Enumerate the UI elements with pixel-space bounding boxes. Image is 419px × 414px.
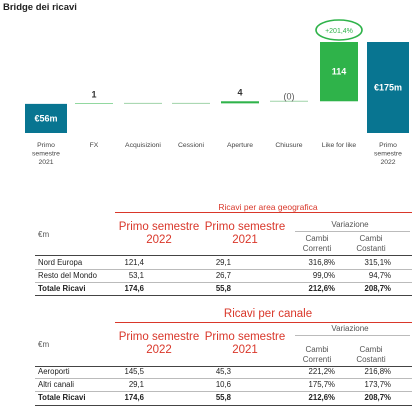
row-divider [35, 269, 412, 270]
cell-v3: 316,8% [308, 258, 335, 267]
category-label: 2022 [380, 159, 395, 166]
cell-v2: 29,1 [215, 258, 231, 267]
table-geo-sub1: Cambi Correnti [302, 234, 332, 253]
category-label: Acquisizioni [125, 142, 161, 149]
table-row-total: Totale Ricavi 174,6 55,8 212,6% 208,7% [0, 393, 419, 404]
category-label: Aperture [227, 142, 253, 149]
table-geo-bottom-line [35, 295, 412, 296]
bar-aperture [221, 101, 259, 104]
table-row: Altri canali 29,1 10,6 175,7% 173,7% [0, 380, 419, 391]
data-label: €56m [34, 113, 57, 123]
table-geo-col2-header: Primo semestre 2021 [204, 221, 286, 246]
cell-v4: 216,8% [364, 367, 391, 376]
row-label: Nord Europa [38, 258, 83, 267]
bar-like-for-like [320, 42, 358, 102]
table-geo-sub2: Cambi Costanti [356, 234, 386, 253]
category-label: FX [90, 142, 99, 149]
cell-v4: 208,7% [364, 393, 391, 402]
bar-fx [75, 103, 113, 104]
table-channel-unit: €m [38, 340, 50, 349]
cell-v1: 174,6 [124, 284, 144, 293]
table-geo-header-line [35, 255, 412, 256]
data-label: €175m [374, 83, 402, 93]
cell-v4: 208,7% [364, 284, 391, 293]
growth-annotation-oval [315, 19, 363, 41]
row-divider [35, 391, 412, 392]
cell-v2: 55,8 [215, 393, 231, 402]
cell-v1: 145,5 [124, 367, 144, 376]
table-geo-variazione: Variazione [331, 220, 369, 229]
chart-title: Bridge dei ricavi [3, 2, 77, 13]
cell-v2: 26,7 [215, 271, 231, 280]
cell-v3: 212,6% [308, 393, 335, 402]
table-channel-variazione: Variazione [331, 324, 369, 333]
row-divider [35, 282, 412, 283]
row-label: Totale Ricavi [38, 284, 86, 293]
category-label: semestre [32, 151, 60, 158]
category-label: Cessioni [178, 142, 205, 149]
table-channel-header-line [35, 366, 412, 367]
table-geo-title: Ricavi per area geografica [218, 202, 318, 212]
cell-v3: 221,2% [308, 367, 335, 376]
bar-primo-semestre-2021 [25, 103, 67, 133]
table-channel-col2-header: Primo semestre 2021 [204, 331, 286, 356]
table-row: Resto del Mondo 53,1 26,7 99,0% 94,7% [0, 271, 419, 282]
row-label: Totale Ricavi [38, 393, 86, 402]
cell-v4: 173,7% [364, 380, 391, 389]
table-geo-title-line [115, 212, 412, 213]
row-label: Aeroporti [38, 367, 70, 376]
cell-v1: 53,1 [128, 271, 144, 280]
table-channel-sub1: Cambi Correnti [302, 345, 332, 364]
table-channel-col1-header: Primo semestre 2022 [118, 331, 200, 356]
category-label: Primo [379, 142, 397, 149]
cell-v1: 121,4 [124, 258, 144, 267]
growth-annotation: +201,4% [325, 28, 353, 35]
table-row: Nord Europa 121,4 29,1 316,8% 315,1% [0, 258, 419, 269]
table-row: Aeroporti 145,5 45,3 221,2% 216,8% [0, 367, 419, 378]
category-label: semestre [374, 151, 402, 158]
row-divider [35, 378, 412, 379]
category-label: Chiusure [275, 142, 302, 149]
category-label: 2021 [38, 159, 53, 166]
row-label: Altri canali [38, 380, 74, 389]
data-label: 4 [237, 87, 242, 97]
row-label: Resto del Mondo [38, 271, 97, 280]
table-channel-title: Ricavi per canale [223, 308, 313, 320]
table-channel-variazione-line [295, 335, 410, 336]
cell-v3: 212,6% [308, 284, 335, 293]
cell-v2: 10,6 [215, 380, 231, 389]
category-label: Like for like [322, 142, 357, 149]
data-label: 114 [332, 67, 347, 77]
table-geo-variazione-line [295, 231, 410, 232]
cell-v3: 99,0% [312, 271, 335, 280]
cell-v1: 29,1 [128, 380, 144, 389]
table-row-total: Totale Ricavi 174,6 55,8 212,6% 208,7% [0, 284, 419, 295]
data-label: 1 [91, 89, 96, 99]
table-geo-unit: €m [38, 230, 50, 239]
cell-v2: 55,8 [215, 284, 231, 293]
table-geo-col1-header: Primo semestre 2022 [118, 221, 200, 246]
cell-v4: 94,7% [368, 271, 391, 280]
bar-primo-semestre-2022 [367, 42, 409, 133]
cell-v3: 175,7% [308, 380, 335, 389]
cell-v1: 174,6 [124, 393, 144, 402]
cell-v4: 315,1% [364, 258, 391, 267]
table-channel-bottom-line [35, 405, 412, 406]
data-label: (0) [284, 91, 295, 101]
table-channel-sub2: Cambi Costanti [356, 345, 386, 364]
category-label: Primo [37, 142, 55, 149]
table-channel-title-line [115, 322, 412, 323]
cell-v2: 45,3 [215, 367, 231, 376]
